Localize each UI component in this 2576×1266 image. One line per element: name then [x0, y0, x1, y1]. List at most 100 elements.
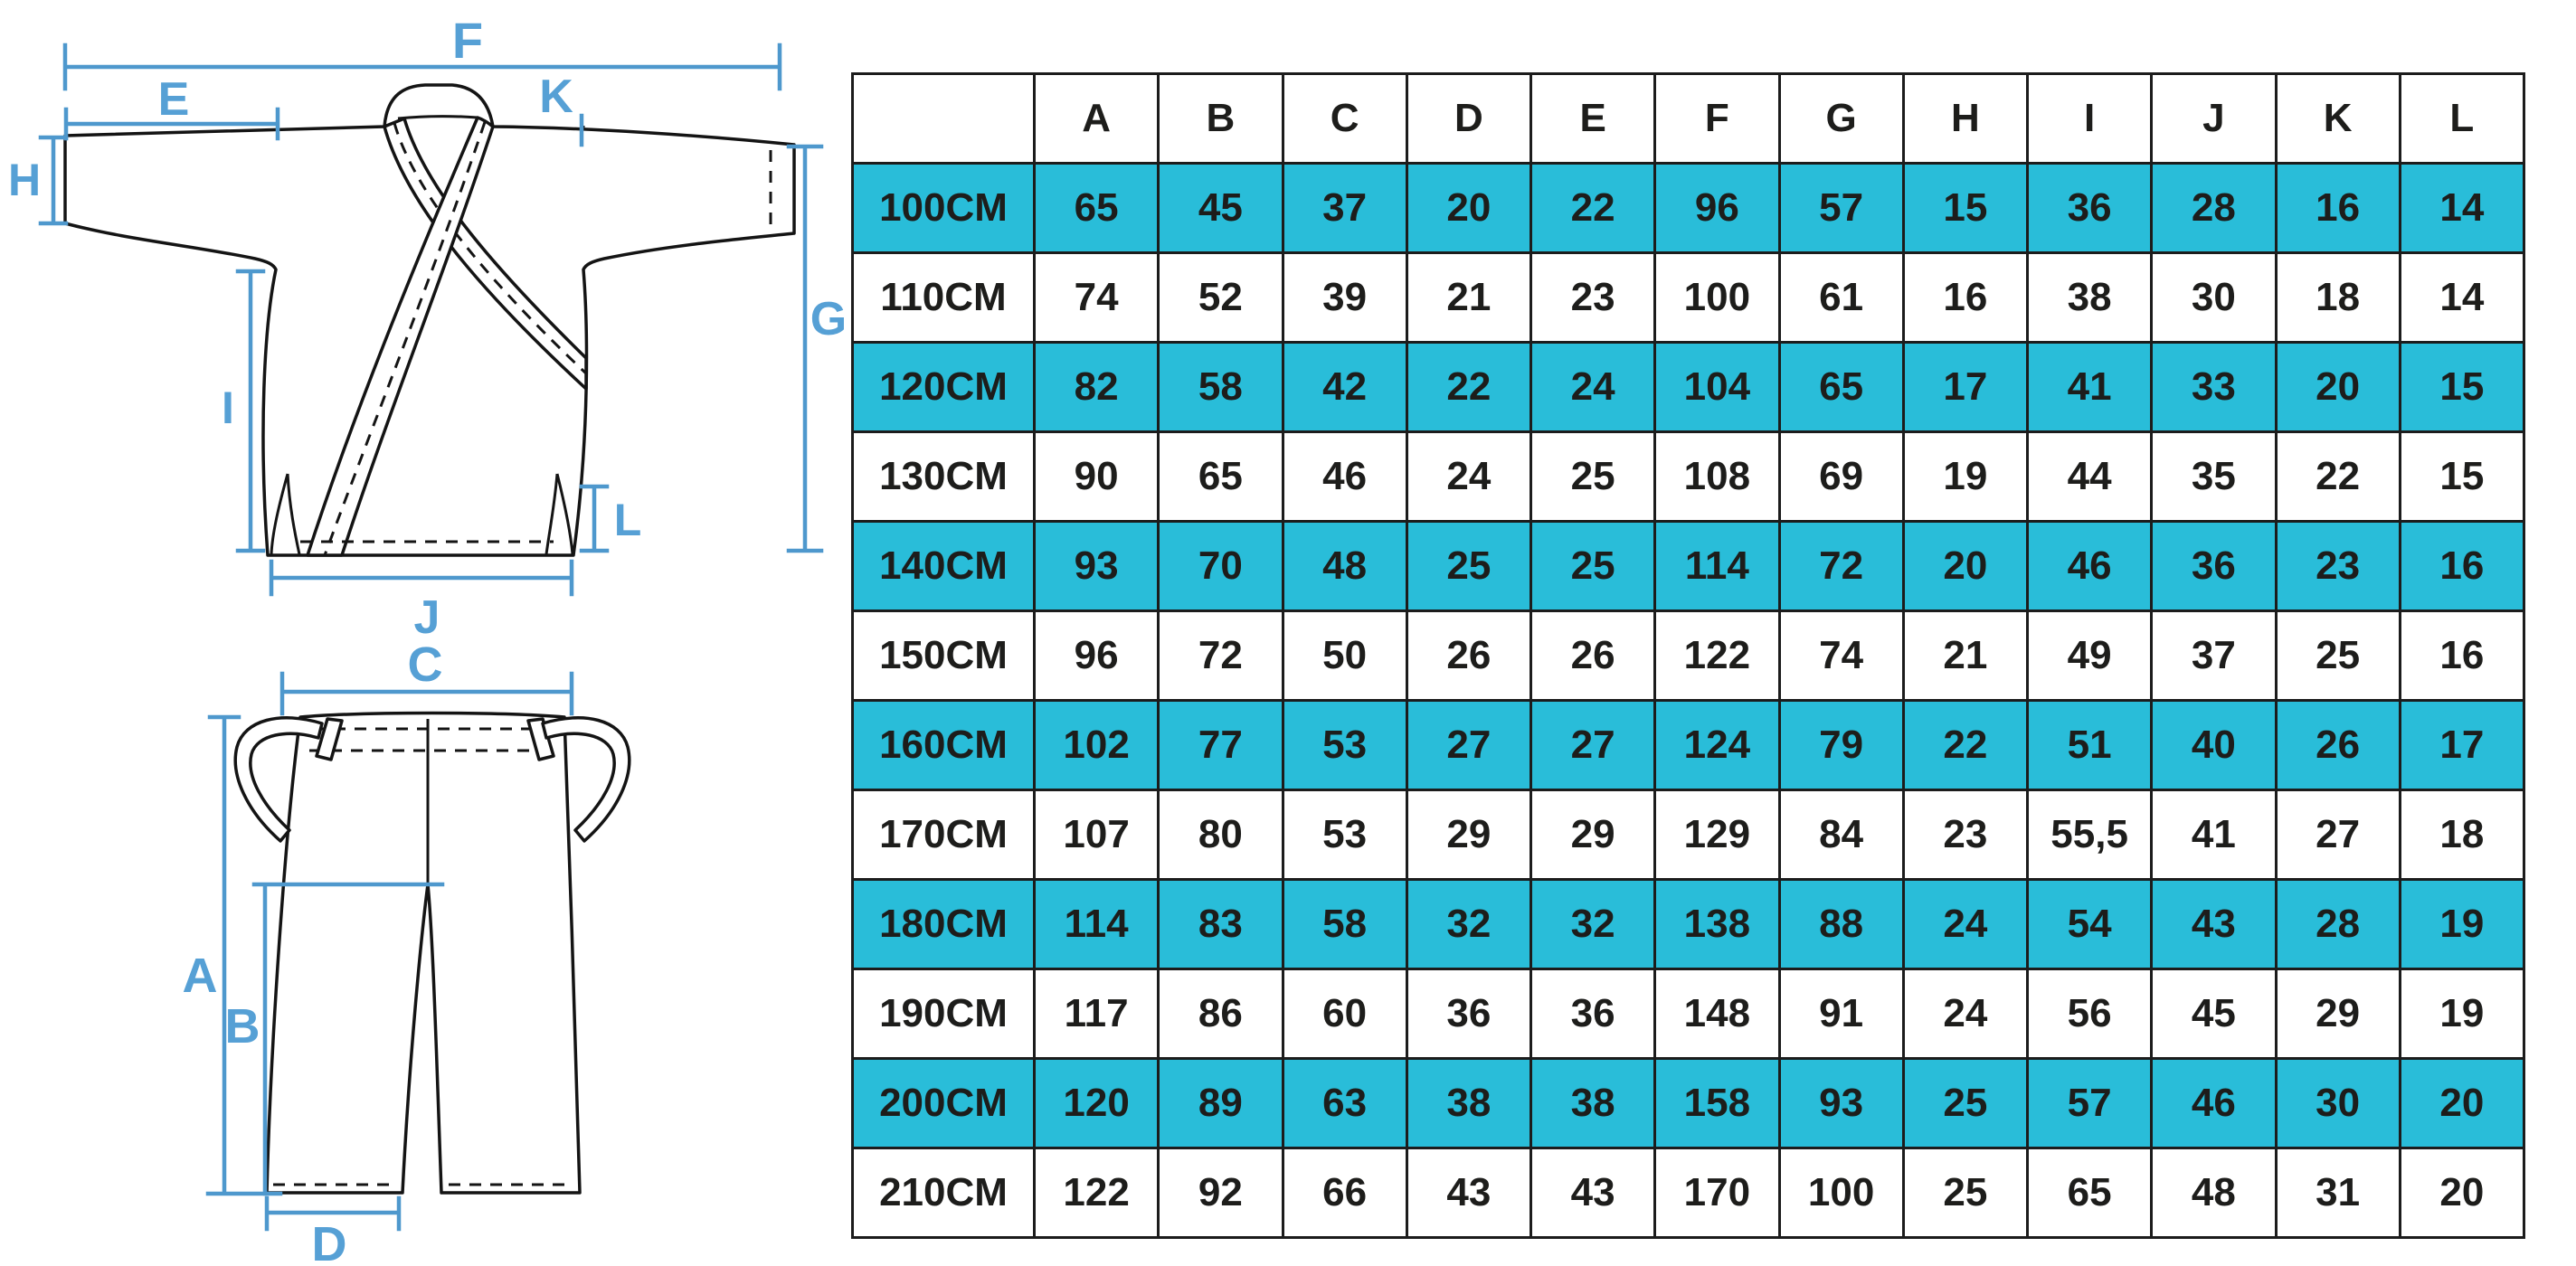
measurement-cell: 27 — [2274, 789, 2401, 881]
measurement-cell: 36 — [1405, 968, 1533, 1060]
measurement-cell: 30 — [2150, 251, 2278, 344]
measurement-cell: 29 — [1405, 789, 1533, 881]
measurement-cell: 45 — [2150, 968, 2278, 1060]
measurement-cell: 100 — [1653, 251, 1781, 344]
measurement-cell: 43 — [1529, 1147, 1657, 1239]
measurement-cell: 107 — [1032, 789, 1160, 881]
row-size-label: 100CM — [851, 162, 1036, 254]
table-row: 110CM 74 52 39 21 23 100 61 16 38 30 18 14 — [851, 251, 2526, 344]
jacket-under-lapel-stitch — [393, 122, 588, 375]
measurement-cell: 50 — [1281, 609, 1408, 702]
measurement-cell: 114 — [1032, 878, 1160, 970]
dimension-line-G: G — [786, 144, 847, 553]
measurement-cell: 25 — [1529, 430, 1657, 523]
measurement-cell: 15 — [1901, 162, 2030, 254]
pants-outline — [265, 711, 582, 1195]
table-row: 100CM 65 45 37 20 22 96 57 15 36 28 16 14 — [851, 162, 2526, 254]
measurement-cell: 86 — [1157, 968, 1284, 1060]
row-size-label: 150CM — [851, 609, 1036, 702]
measurement-cell: 91 — [1777, 968, 1905, 1060]
measurement-cell: 48 — [1281, 520, 1408, 612]
jacket-diagram: F E K H G I L — [8, 12, 847, 642]
table-row: 130CM 90 65 46 24 25 108 69 19 44 35 22 15 — [851, 430, 2526, 523]
table-row: 120CM 82 58 42 22 24 104 65 17 41 33 20 15 — [851, 341, 2526, 433]
row-size-label: 190CM — [851, 968, 1036, 1060]
corner-cell — [851, 72, 1036, 165]
measurement-cell: 16 — [1901, 251, 2030, 344]
size-table-container: A B C D E F G H I J K L 100CM 65 45 37 20 22 9… — [851, 72, 2526, 1239]
measurement-cell: 17 — [2398, 699, 2526, 791]
measurement-cell: 23 — [1901, 789, 2030, 881]
measurement-cell: 53 — [1281, 699, 1408, 791]
measurement-cell: 26 — [1529, 609, 1657, 702]
measurement-cell: 29 — [2274, 968, 2401, 1060]
measurement-cell: 17 — [1901, 341, 2030, 433]
measurement-cell: 25 — [1901, 1057, 2030, 1149]
dimension-label-A: A — [183, 949, 218, 1003]
measurement-cell: 15 — [2398, 341, 2526, 433]
measurement-cell: 158 — [1653, 1057, 1781, 1149]
measurement-cell: 14 — [2398, 162, 2526, 254]
measurement-cell: 89 — [1157, 1057, 1284, 1149]
measurement-cell: 148 — [1653, 968, 1781, 1060]
measurement-cell: 46 — [1281, 430, 1408, 523]
column-header: H — [1901, 72, 2030, 165]
dimension-label-D: D — [312, 1217, 347, 1266]
measurement-cell: 35 — [2150, 430, 2278, 523]
measurement-cell: 96 — [1032, 609, 1160, 702]
measurement-cell: 18 — [2398, 789, 2526, 881]
column-header: G — [1777, 72, 1905, 165]
measurement-cell: 46 — [2025, 520, 2154, 612]
row-size-label: 120CM — [851, 341, 1036, 433]
measurement-cell: 66 — [1281, 1147, 1408, 1239]
measurement-cell: 65 — [1032, 162, 1160, 254]
measurement-cell: 49 — [2025, 609, 2154, 702]
pants-drawstrings — [233, 716, 631, 843]
dimension-label-K: K — [539, 71, 573, 123]
measurement-cell: 27 — [1405, 699, 1533, 791]
row-size-label: 160CM — [851, 699, 1036, 791]
jacket-collar-seam — [397, 115, 478, 120]
measurement-cell: 26 — [2274, 699, 2401, 791]
measurement-cell: 102 — [1032, 699, 1160, 791]
measurement-cell: 83 — [1157, 878, 1284, 970]
measurement-cell: 32 — [1529, 878, 1657, 970]
measurement-cell: 29 — [1529, 789, 1657, 881]
measurement-cell: 114 — [1653, 520, 1781, 612]
measurement-cell: 122 — [1032, 1147, 1160, 1239]
measurement-cell: 16 — [2274, 162, 2401, 254]
measurement-cell: 53 — [1281, 789, 1408, 881]
measurement-cell: 32 — [1405, 878, 1533, 970]
row-size-label: 210CM — [851, 1147, 1036, 1239]
measurement-cell: 24 — [1901, 878, 2030, 970]
column-header: E — [1529, 72, 1657, 165]
measurement-cell: 48 — [2150, 1147, 2278, 1239]
row-size-label: 180CM — [851, 878, 1036, 970]
measurement-cell: 58 — [1157, 341, 1284, 433]
measurement-cell: 61 — [1777, 251, 1905, 344]
measurement-cell: 124 — [1653, 699, 1781, 791]
measurement-cell: 56 — [2025, 968, 2154, 1060]
measurement-cell: 24 — [1405, 430, 1533, 523]
measurement-cell: 104 — [1653, 341, 1781, 433]
measurement-cell: 108 — [1653, 430, 1781, 523]
measurement-cell: 65 — [2025, 1147, 2154, 1239]
measurement-cell: 19 — [2398, 968, 2526, 1060]
measurement-cell: 54 — [2025, 878, 2154, 970]
measurement-cell: 44 — [2025, 430, 2154, 523]
measurement-cell: 55,5 — [2025, 789, 2154, 881]
measurement-cell: 84 — [1777, 789, 1905, 881]
column-header: A — [1032, 72, 1160, 165]
measurement-cell: 15 — [2398, 430, 2526, 523]
row-size-label: 130CM — [851, 430, 1036, 523]
measurement-cell: 120 — [1032, 1057, 1160, 1149]
measurement-cell: 19 — [2398, 878, 2526, 970]
row-size-label: 140CM — [851, 520, 1036, 612]
measurement-cell: 39 — [1281, 251, 1408, 344]
measurement-cell: 22 — [2274, 430, 2401, 523]
column-header: I — [2025, 72, 2154, 165]
measurement-cell: 170 — [1653, 1147, 1781, 1239]
jacket-side-vents — [270, 473, 574, 555]
measurement-cell: 74 — [1032, 251, 1160, 344]
row-size-label: 200CM — [851, 1057, 1036, 1149]
